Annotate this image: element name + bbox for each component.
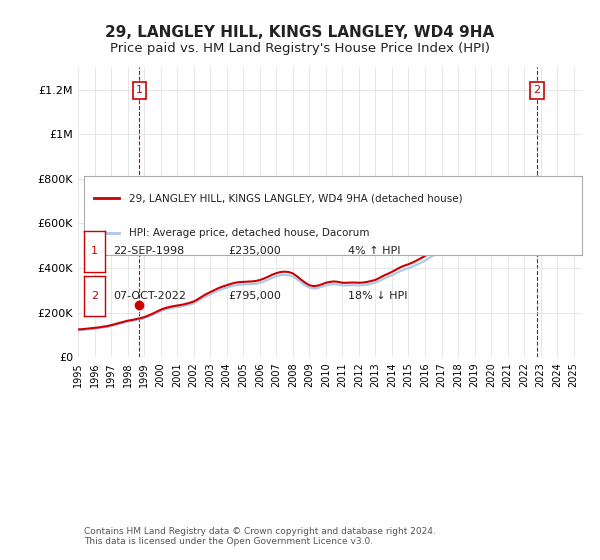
Text: 22-SEP-1998: 22-SEP-1998 (113, 246, 184, 256)
Text: 4% ↑ HPI: 4% ↑ HPI (348, 246, 401, 256)
Text: 1: 1 (91, 246, 98, 256)
Text: £795,000: £795,000 (228, 291, 281, 301)
Text: 18% ↓ HPI: 18% ↓ HPI (348, 291, 407, 301)
Text: 1: 1 (136, 86, 143, 95)
Text: 29, LANGLEY HILL, KINGS LANGLEY, WD4 9HA (detached house): 29, LANGLEY HILL, KINGS LANGLEY, WD4 9HA… (129, 193, 463, 203)
Text: Contains HM Land Registry data © Crown copyright and database right 2024.
This d: Contains HM Land Registry data © Crown c… (84, 526, 436, 546)
Text: 2: 2 (533, 86, 541, 95)
Text: £235,000: £235,000 (228, 246, 281, 256)
Text: 07-OCT-2022: 07-OCT-2022 (113, 291, 186, 301)
Text: 2: 2 (91, 291, 98, 301)
Text: 29, LANGLEY HILL, KINGS LANGLEY, WD4 9HA: 29, LANGLEY HILL, KINGS LANGLEY, WD4 9HA (106, 25, 494, 40)
Text: Price paid vs. HM Land Registry's House Price Index (HPI): Price paid vs. HM Land Registry's House … (110, 42, 490, 55)
Text: HPI: Average price, detached house, Dacorum: HPI: Average price, detached house, Daco… (129, 228, 370, 238)
